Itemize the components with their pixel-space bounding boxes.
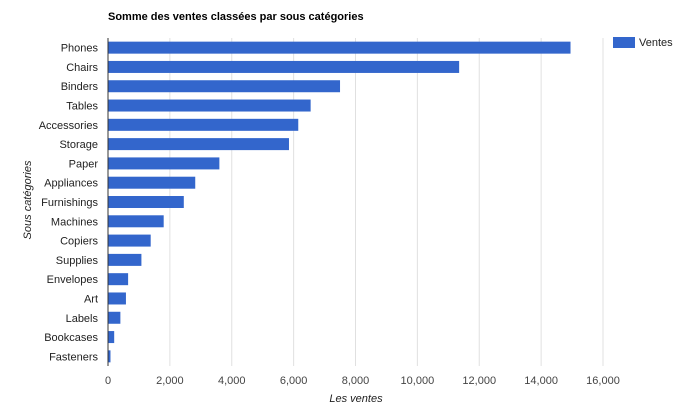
bar-storage[interactable] <box>108 138 289 151</box>
bar-binders[interactable] <box>108 80 341 93</box>
bar-fasteners[interactable] <box>108 350 111 363</box>
x-tick-label: 10,000 <box>401 375 435 387</box>
bar-accessories[interactable] <box>108 118 299 131</box>
category-label: Accessories <box>39 120 99 132</box>
bar-paper[interactable] <box>108 157 220 170</box>
bar-furnishings[interactable] <box>108 196 184 208</box>
bar-chairs[interactable] <box>108 60 460 73</box>
x-axis-title: Les ventes <box>329 393 383 405</box>
gridlines <box>107 38 604 366</box>
bar-appliances[interactable] <box>108 176 196 189</box>
x-tick-label: 4,000 <box>218 375 246 387</box>
bar-labels[interactable] <box>108 311 121 324</box>
bar-machines[interactable] <box>108 215 164 228</box>
category-label: Fasteners <box>49 351 98 363</box>
chart-title: Somme des ventes classées par sous catég… <box>108 11 364 23</box>
x-tick-label: 14,000 <box>524 375 558 387</box>
x-tick-label: 12,000 <box>462 375 496 387</box>
legend-label: Ventes <box>639 37 673 49</box>
y-axis-title: Sous catégories <box>22 160 34 239</box>
x-tick-label: 0 <box>105 375 111 387</box>
category-label: Bookcases <box>44 332 98 344</box>
category-label: Binders <box>61 81 99 93</box>
category-label: Paper <box>69 158 99 170</box>
bar-supplies[interactable] <box>108 253 142 266</box>
category-label: Chairs <box>66 62 98 74</box>
legend-swatch <box>613 37 635 48</box>
bar-tables[interactable] <box>108 99 311 112</box>
category-label: Phones <box>61 43 99 55</box>
bar-envelopes[interactable] <box>108 273 129 286</box>
category-label: Copiers <box>60 236 98 248</box>
category-label: Machines <box>51 216 99 228</box>
bar-art[interactable] <box>108 292 126 305</box>
category-labels: Phones Chairs Binders Tables Accessories Stor… <box>39 43 99 364</box>
category-label: Storage <box>59 139 98 151</box>
category-label: Furnishings <box>41 197 98 209</box>
x-tick-label: 8,000 <box>342 375 370 387</box>
category-label: Tables <box>66 101 98 113</box>
category-label: Art <box>84 293 98 305</box>
category-label: Envelopes <box>47 274 99 286</box>
bar-bookcases[interactable] <box>108 331 115 344</box>
x-tick-labels: 0 2,000 4,000 6,000 8,000 10,000 12,000 14,000 1… <box>105 375 620 387</box>
x-tick-label: 6,000 <box>280 375 308 387</box>
x-tick-label: 16,000 <box>586 375 620 387</box>
bars <box>108 41 571 363</box>
category-label: Supplies <box>56 255 99 267</box>
bar-copiers[interactable] <box>108 234 151 247</box>
category-label: Appliances <box>44 178 98 190</box>
legend[interactable]: Ventes <box>613 37 673 49</box>
x-tick-label: 2,000 <box>156 375 184 387</box>
bar-phones[interactable] <box>108 41 571 54</box>
category-label: Labels <box>66 313 99 325</box>
